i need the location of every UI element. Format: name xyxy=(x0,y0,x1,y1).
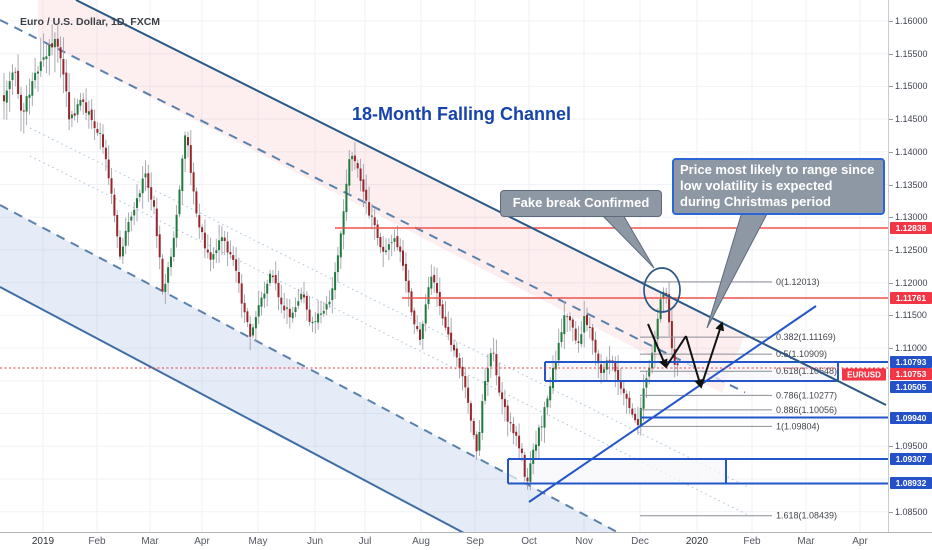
price-axis-tick: 1.14000 xyxy=(889,147,932,157)
direction-arrow xyxy=(700,321,725,388)
lower-channel-bottom-line[interactable] xyxy=(0,286,497,550)
fib-level-label: 0.382(1.11169) xyxy=(776,332,836,342)
tick-mark xyxy=(889,21,893,23)
callout-tail xyxy=(706,211,769,329)
price-axis-tick: 1.15500 xyxy=(889,49,932,59)
current-price-tag-text: EURUSD xyxy=(847,371,881,380)
time-axis-tick: 2020 xyxy=(685,536,709,547)
current-price-tag xyxy=(842,368,886,381)
tick-mark xyxy=(889,152,893,154)
time-axis[interactable]: 2019 Feb Mar Apr May Jun Jul Aug Sep Oct Nov Dec 202… xyxy=(0,532,932,550)
channel-quarter-line[interactable] xyxy=(29,155,749,516)
price-axis-tick: 1.15000 xyxy=(889,81,932,91)
tick-mark xyxy=(889,86,893,88)
rising-trendline[interactable] xyxy=(528,305,817,503)
time-axis-tick: Apr xyxy=(194,536,210,547)
price-level-label-red: 1.10753 xyxy=(890,368,932,380)
fib-level-label: 0(1.12013) xyxy=(776,277,820,287)
callout-range-note[interactable]: Price most likely to range since low vol… xyxy=(672,158,885,215)
price-axis-tick: 1.12500 xyxy=(889,245,932,255)
time-axis-tick: Mar xyxy=(797,536,815,547)
time-axis-tick: Jun xyxy=(306,536,324,547)
time-axis-tick: Nov xyxy=(575,536,593,547)
price-axis-tick: 1.11000 xyxy=(889,343,932,353)
time-axis-tick: Feb xyxy=(743,536,761,547)
price-level-label-red: 1.12838 xyxy=(890,222,932,234)
support-resistance-box-fill[interactable] xyxy=(508,459,726,484)
tick-mark xyxy=(889,119,893,121)
tick-mark xyxy=(889,283,893,285)
time-axis-tick: Jul xyxy=(358,536,372,547)
price-axis-tick: 1.14500 xyxy=(889,114,932,124)
callout-range-note-line2: low volatility is expected xyxy=(680,178,833,193)
fib-level-label: 0.618(1.10648) xyxy=(776,366,837,376)
falling-channel-upper-line[interactable] xyxy=(75,0,887,406)
callout-range-note-line1: Price most likely to range since xyxy=(680,162,875,177)
tick-mark xyxy=(889,185,893,187)
time-axis-tick: Apr xyxy=(852,536,868,547)
candlestick-series xyxy=(3,24,679,491)
price-axis-tick: 1.11500 xyxy=(889,310,932,320)
falling-channel-fill[interactable] xyxy=(38,0,745,393)
tick-mark xyxy=(889,512,893,514)
price-axis-tick: 1.13500 xyxy=(889,180,932,190)
time-axis-tick: 2019 xyxy=(31,536,55,547)
time-axis-tick: Oct xyxy=(521,536,537,547)
direction-arrow xyxy=(685,335,704,389)
time-axis-tick: Sep xyxy=(466,536,484,547)
callout-fake-break[interactable]: Fake break Confirmed xyxy=(500,190,662,217)
price-axis-tick: 1.12000 xyxy=(889,278,932,288)
price-level-label-blue: 1.10505 xyxy=(890,381,932,393)
price-axis[interactable]: 1.16000 1.15500 1.15000 1.14500 1.14000 1.135… xyxy=(888,0,932,532)
price-level-label-blue: 1.09940 xyxy=(890,412,932,424)
fib-level-label: 0.786(1.10277) xyxy=(776,390,837,400)
callout-tail xyxy=(598,212,655,269)
callout-fake-break-text: Fake break Confirmed xyxy=(512,195,650,210)
tick-mark xyxy=(889,217,893,219)
tick-mark xyxy=(889,54,893,56)
price-axis-tick: 1.08500 xyxy=(889,507,932,517)
fib-level-label: 1(1.09804) xyxy=(776,421,820,431)
tick-mark xyxy=(889,446,893,448)
time-axis-tick: Mar xyxy=(141,536,159,547)
price-axis-tick: 1.13000 xyxy=(889,212,932,222)
time-axis-tick: Aug xyxy=(412,536,430,547)
callout-range-note-line3: during Christmas period xyxy=(680,194,831,209)
direction-arrow xyxy=(647,323,668,369)
price-level-label-blue: 1.09307 xyxy=(890,453,932,465)
tick-mark xyxy=(889,250,893,252)
price-level-label-blue: 1.10793 xyxy=(890,356,932,368)
fib-level-label: 0.886(1.10056) xyxy=(776,405,837,415)
price-level-label-blue: 1.08932 xyxy=(890,477,932,489)
fib-level-label: 1.618(1.08439) xyxy=(776,511,837,521)
direction-arrow xyxy=(665,335,687,368)
tick-mark xyxy=(889,348,893,350)
price-axis-tick: 1.16000 xyxy=(889,16,932,26)
time-axis-tick: Feb xyxy=(88,536,106,547)
time-axis-tick: May xyxy=(248,536,268,547)
time-axis-tick: Dec xyxy=(631,536,649,547)
tick-mark xyxy=(889,315,893,317)
price-level-label-red: 1.11761 xyxy=(890,292,932,304)
falling-channel-lower-dashed-line[interactable] xyxy=(0,19,746,394)
channel-quarter-line[interactable] xyxy=(29,127,749,488)
fake-break-ellipse[interactable] xyxy=(643,267,681,313)
price-axis-tick: 1.09500 xyxy=(889,441,932,451)
fib-level-label: 0.5(1.10909) xyxy=(776,349,827,359)
